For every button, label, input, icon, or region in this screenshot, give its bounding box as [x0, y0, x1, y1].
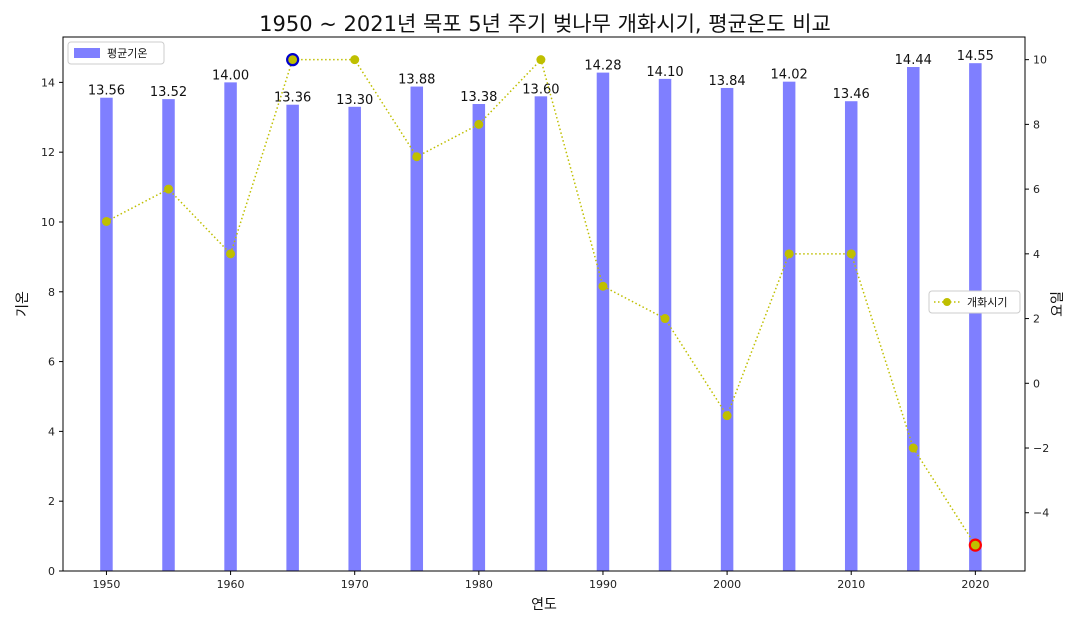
bar: [534, 96, 548, 571]
bar-value-label: 13.30: [336, 93, 373, 108]
bloom-point: [226, 249, 236, 259]
x-tick-label: 1980: [465, 578, 493, 591]
y-right-tick-label: −2: [1033, 442, 1049, 455]
y-right-tick-label: −4: [1033, 507, 1049, 520]
bar: [224, 82, 237, 572]
bar-value-label: 13.38: [460, 90, 497, 105]
y-right-tick-label: 8: [1033, 118, 1040, 131]
bar-series: [100, 63, 982, 572]
bar-value-label: 14.02: [771, 68, 808, 83]
highlight-marker: [968, 538, 982, 552]
y-right-tick-label: 0: [1033, 377, 1040, 390]
y-axis-right: −4 −2 0 2 4 6 8 10: [1025, 54, 1049, 520]
bar-value-label: 13.60: [522, 82, 559, 97]
y-right-tick-label: 10: [1033, 54, 1047, 67]
bloom-point: [722, 411, 732, 421]
bar: [720, 87, 734, 572]
bar: [782, 81, 796, 572]
legend-bar: 평균기온: [67, 41, 165, 65]
y-left-tick-label: 10: [41, 216, 55, 229]
legend-line: 개화시기: [928, 290, 1021, 314]
bloom-point: [412, 152, 422, 162]
bloom-point: [536, 55, 546, 65]
legend-line-label: 개화시기: [967, 296, 1007, 309]
legend-bar-frame: [67, 41, 165, 65]
bar-value-label: 14.55: [957, 49, 994, 64]
bar-value-label: 13.88: [398, 73, 435, 88]
y-axis-right-label: 요일: [1050, 291, 1066, 317]
y-right-tick-label: 2: [1033, 313, 1040, 326]
bar: [844, 101, 858, 571]
bar-value-label: 14.10: [646, 65, 683, 80]
bar: [286, 104, 299, 572]
y-left-tick-label: 8: [48, 286, 55, 299]
x-tick-label: 1970: [341, 578, 369, 591]
x-axis-label: 연도: [531, 597, 557, 613]
x-tick-label: 2000: [713, 578, 741, 591]
x-tick-label: 2010: [837, 578, 865, 591]
y-left-tick-label: 12: [41, 146, 55, 159]
x-tick-label: 1990: [589, 578, 617, 591]
y-right-tick-label: 6: [1033, 183, 1040, 196]
bar: [907, 67, 920, 572]
y-left-tick-label: 0: [48, 565, 55, 578]
bar-value-label: 14.00: [212, 68, 249, 83]
bar-value-label: 14.44: [895, 53, 932, 68]
bar: [969, 63, 982, 572]
legend-line-frame: [928, 290, 1021, 314]
bar: [348, 106, 361, 572]
line-series: [101, 53, 982, 552]
bar-value-label: 13.52: [150, 85, 187, 100]
bar: [162, 99, 175, 571]
y-left-tick-label: 14: [41, 76, 55, 89]
bloom-point: [660, 314, 670, 324]
bar: [100, 97, 113, 571]
x-axis: 1950 1960 1970 1980 1990 2000 2010 2020: [92, 571, 989, 591]
x-tick-label: 1960: [217, 578, 245, 591]
bloom-point: [908, 443, 918, 453]
x-tick-label: 1950: [92, 578, 120, 591]
bloom-point: [164, 184, 174, 194]
x-tick-label: 2020: [961, 578, 989, 591]
bar: [410, 86, 424, 571]
legend-bar-label: 평균기온: [107, 47, 147, 60]
bar-labels: 13.56 13.52 14.00 13.36 13.30 13.88 13.38 13.60…: [88, 49, 994, 108]
bar: [472, 104, 486, 571]
bloom-point: [350, 55, 360, 65]
bloom-point: [474, 119, 484, 129]
bar: [596, 72, 610, 571]
bloom-point: [784, 249, 794, 259]
bar-value-label: 13.84: [708, 74, 745, 89]
y-left-tick-label: 6: [48, 356, 55, 369]
legend-line-marker: [943, 298, 951, 306]
y-left-tick-label: 2: [48, 495, 55, 508]
bar-value-label: 14.28: [584, 59, 621, 74]
highlight-marker: [286, 53, 300, 67]
bar-value-label: 13.36: [274, 91, 311, 106]
y-axis-left: 0 2 4 6 8 10 12 14: [41, 76, 63, 578]
plot-frame: [62, 36, 1026, 572]
y-left-tick-label: 4: [48, 425, 55, 438]
y-axis-left-label: 기온: [15, 291, 31, 317]
bar: [658, 78, 672, 571]
bar-value-label: 13.56: [88, 84, 125, 99]
y-right-tick-label: 4: [1033, 248, 1040, 261]
legend-bar-swatch: [74, 48, 100, 58]
chart-title: 1950 ~ 2021년 목포 5년 주기 벚나무 개화시기, 평균온도 비교: [259, 12, 831, 36]
bloom-point: [598, 281, 608, 291]
bar-value-label: 13.46: [833, 87, 870, 102]
bloom-point: [846, 249, 856, 259]
bloom-point: [101, 216, 111, 226]
